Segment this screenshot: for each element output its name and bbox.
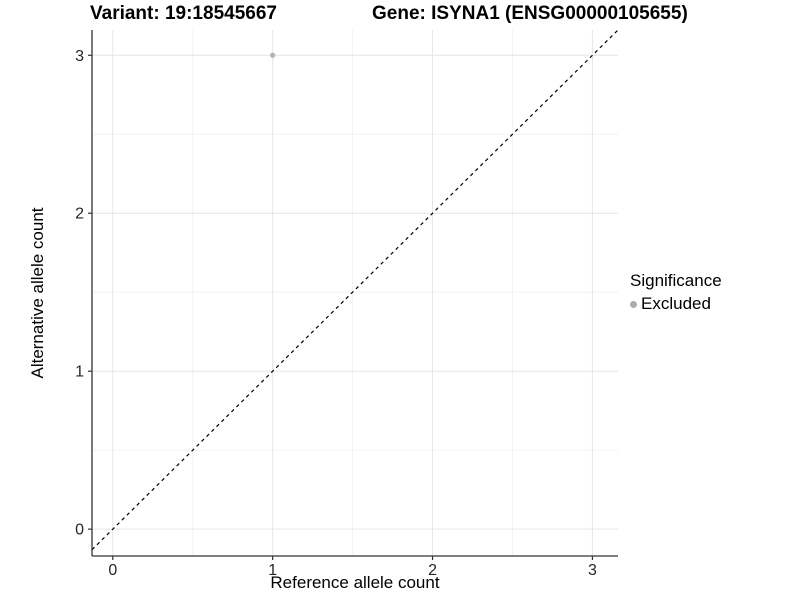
plot-title-gene: Gene: ISYNA1 (ENSG00000105655) (372, 3, 688, 24)
y-tick-label: 0 (75, 522, 84, 539)
legend-item-excluded: Excluded (630, 294, 722, 314)
x-axis-title: Reference allele count (270, 573, 440, 592)
data-point (270, 52, 276, 58)
y-tick-label: 2 (75, 206, 84, 223)
x-tick-label: 3 (588, 562, 597, 579)
legend-item-label: Excluded (641, 294, 711, 313)
legend-point-icon (630, 300, 637, 308)
y-tick-label: 3 (75, 48, 84, 65)
plot-title-variant: Variant: 19:18545667 (90, 3, 277, 24)
identity-reference-line (91, 29, 619, 551)
x-tick-label: 2 (428, 562, 437, 579)
legend-title: Significance (630, 271, 722, 290)
y-axis-title: Alternative allele count (28, 207, 47, 379)
x-tick-label: 1 (268, 562, 277, 579)
legend: Significance Excluded (630, 271, 722, 314)
y-tick-label: 1 (75, 364, 84, 381)
x-tick-label: 0 (108, 562, 117, 579)
